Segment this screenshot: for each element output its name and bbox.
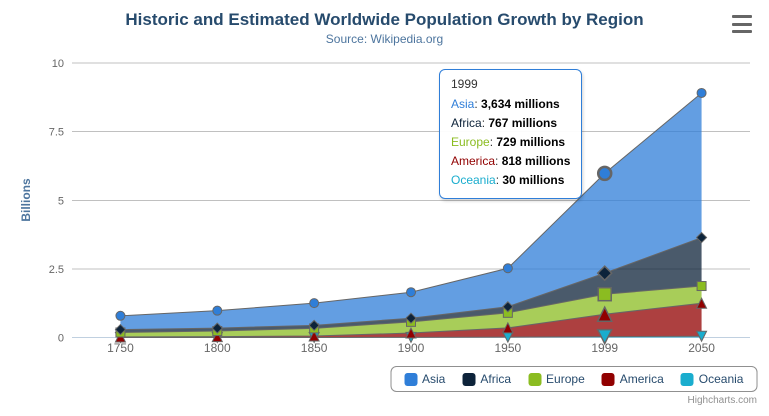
legend-item-asia[interactable]: Asia: [404, 372, 445, 386]
tooltip-separator: :: [495, 173, 503, 187]
legend-item-europe[interactable]: Europe: [528, 372, 585, 386]
tooltip-value: 767 millions: [488, 116, 558, 130]
area-america: [120, 303, 702, 338]
x-axis-label: 1850: [301, 341, 328, 355]
x-axis-label: 1900: [398, 341, 425, 355]
legend-item-america[interactable]: America: [601, 372, 664, 386]
legend-item-africa[interactable]: Africa: [462, 372, 511, 386]
marker-america-1950[interactable]: [502, 321, 514, 334]
marker-oceania-2050[interactable]: [695, 330, 708, 343]
tooltip-row-asia: Asia: 3,634 millions: [451, 95, 570, 114]
tooltip-separator: :: [495, 154, 502, 168]
x-axis-label: 1999: [591, 341, 618, 355]
marker-asia-1950[interactable]: [502, 263, 513, 274]
legend: Asia Africa Europe America Oceania: [390, 366, 758, 392]
y-axis-label: 10: [52, 58, 64, 70]
marker-africa-1950[interactable]: [502, 301, 514, 313]
legend-item-label: Europe: [546, 372, 585, 386]
legend-item-label: Africa: [480, 372, 512, 386]
legend-symbol: [404, 372, 418, 386]
marker-asia-1850[interactable]: [309, 298, 320, 309]
marker-asia-1750[interactable]: [115, 310, 126, 321]
tooltip-row-africa: Africa: 767 millions: [451, 114, 570, 133]
legend-symbol: [680, 372, 694, 386]
hamburger-icon: [732, 30, 752, 33]
legend-item-label: Oceania: [698, 372, 744, 386]
x-axis-label: 1800: [204, 341, 231, 355]
tooltip-header: 1999: [451, 77, 478, 91]
tooltip-rows: Asia: 3,634 millions Africa: 767 millions…: [451, 95, 570, 190]
hamburger-icon: [732, 15, 752, 18]
area-africa: [120, 237, 702, 333]
marker-africa-1800[interactable]: [211, 322, 223, 334]
tooltip-series-name: Oceania: [451, 173, 496, 187]
marker-america-1900[interactable]: [405, 326, 417, 339]
hamburger-icon: [732, 22, 752, 26]
marker-africa-1999[interactable]: [596, 265, 613, 282]
marker-africa-1900[interactable]: [405, 312, 417, 324]
marker-africa-1750[interactable]: [114, 323, 127, 336]
marker-oceania-1999[interactable]: [596, 328, 613, 346]
y-axis-label: 7.5: [49, 127, 64, 139]
credits-link[interactable]: Highcharts.com: [687, 395, 757, 406]
legend-symbol: [528, 372, 542, 386]
chart-subtitle: Source: Wikipedia.org: [325, 32, 444, 46]
x-axis-label: 2050: [688, 341, 715, 355]
area-asia: [120, 92, 702, 330]
tooltip-row-america: America: 818 millions: [451, 152, 570, 171]
legend-item-label: Asia: [422, 372, 446, 386]
tooltip-series-name: America: [451, 154, 496, 168]
marker-america-2050[interactable]: [695, 297, 708, 309]
tooltip-series-name: Africa: [451, 116, 482, 130]
legend-item-oceania[interactable]: Oceania: [680, 372, 744, 386]
y-axis-label: 2.5: [49, 264, 64, 276]
tooltip-separator: :: [474, 97, 482, 111]
x-axis-label: 1750: [107, 341, 134, 355]
y-axis-label: 5: [58, 195, 64, 207]
marker-africa-2050[interactable]: [695, 231, 708, 244]
marker-america-1850[interactable]: [308, 329, 320, 342]
tooltip-value: 729 millions: [496, 135, 566, 149]
tooltip: 1999 Asia: 3,634 millions Africa: 767 mil…: [439, 69, 583, 199]
marker-asia-1900[interactable]: [406, 287, 416, 298]
y-axis-title: Billions: [19, 178, 33, 222]
tooltip-separator: :: [481, 116, 489, 130]
tooltip-row-europe: Europe: 729 millions: [451, 133, 570, 152]
marker-africa-1850[interactable]: [308, 319, 320, 332]
tooltip-series-name: Europe: [451, 135, 490, 149]
tooltip-value: 3,634 millions: [481, 97, 560, 111]
marker-asia-1999[interactable]: [596, 165, 613, 182]
legend-item-label: America: [619, 372, 664, 386]
tooltip-value: 818 millions: [501, 154, 571, 168]
y-axis-label: 0: [58, 333, 64, 345]
tooltip-series-name: Asia: [451, 97, 475, 111]
x-axis-label: 1950: [495, 341, 522, 355]
legend-symbol: [601, 372, 615, 386]
tooltip-row-oceania: Oceania: 30 millions: [451, 171, 570, 190]
marker-asia-2050[interactable]: [696, 87, 707, 98]
marker-america-1800[interactable]: [211, 330, 224, 343]
marker-america-1999[interactable]: [596, 305, 613, 322]
marker-europe-1999[interactable]: [597, 286, 612, 302]
marker-europe-2050[interactable]: [696, 281, 707, 292]
export-menu-button[interactable]: [732, 15, 756, 33]
marker-asia-1800[interactable]: [212, 305, 223, 316]
chart-title: Historic and Estimated Worldwide Populat…: [125, 10, 644, 29]
legend-symbol: [462, 372, 476, 386]
tooltip-value: 30 millions: [502, 173, 565, 187]
tooltip-separator: :: [489, 135, 497, 149]
